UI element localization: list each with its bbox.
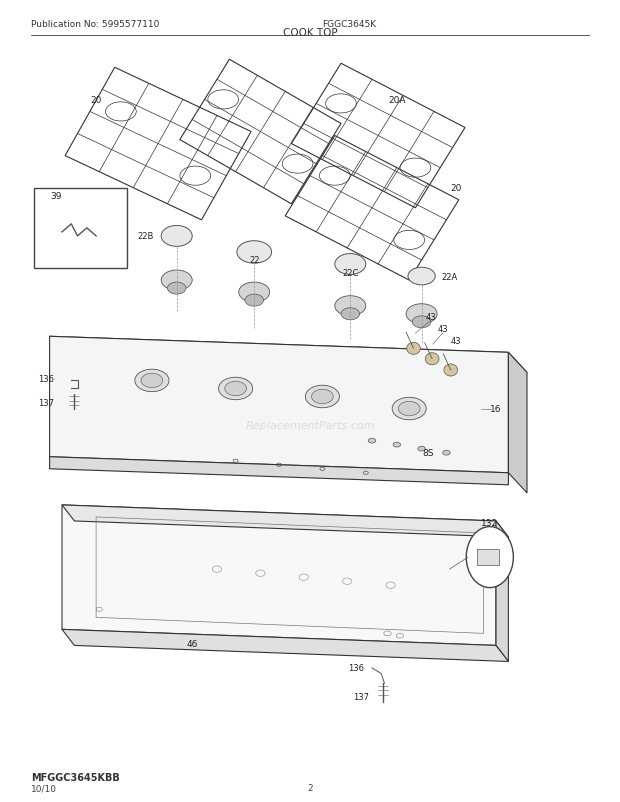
Ellipse shape [443,451,450,456]
Ellipse shape [245,294,264,306]
Text: 43: 43 [450,336,461,346]
Bar [477,549,499,565]
Ellipse shape [224,382,246,396]
Polygon shape [62,505,508,537]
Text: 136: 136 [38,375,55,384]
Polygon shape [50,337,527,373]
Text: 8S: 8S [422,448,433,458]
Ellipse shape [407,343,420,354]
Text: 22A: 22A [441,272,458,282]
Circle shape [466,527,513,588]
Ellipse shape [237,241,272,264]
Text: 39: 39 [50,192,61,201]
Ellipse shape [393,443,401,448]
Text: 22C: 22C [342,268,358,277]
Ellipse shape [161,270,192,291]
Text: 43: 43 [425,312,436,322]
Text: 22: 22 [249,256,259,265]
Polygon shape [50,457,508,485]
Polygon shape [62,630,508,662]
Polygon shape [496,521,508,662]
Ellipse shape [408,268,435,286]
Ellipse shape [311,390,334,404]
Ellipse shape [412,317,431,329]
Text: 137: 137 [38,399,55,408]
Text: 20: 20 [91,95,102,105]
Text: 16: 16 [490,404,502,414]
Ellipse shape [335,296,366,317]
Polygon shape [50,337,508,473]
Text: COOK TOP: COOK TOP [283,28,337,38]
Text: 136: 136 [348,662,365,672]
Ellipse shape [239,283,270,303]
Ellipse shape [399,402,420,416]
Text: 10/10: 10/10 [31,784,57,792]
Ellipse shape [406,304,437,324]
Ellipse shape [444,364,458,376]
Ellipse shape [135,370,169,392]
Ellipse shape [306,386,340,408]
Polygon shape [508,353,527,493]
Ellipse shape [141,374,162,388]
Ellipse shape [167,282,186,294]
Polygon shape [62,505,496,646]
Text: FGGC3645K: FGGC3645K [322,20,376,29]
Ellipse shape [161,226,192,247]
FancyBboxPatch shape [34,188,127,269]
Ellipse shape [425,353,439,366]
Text: 2: 2 [307,784,313,792]
Ellipse shape [368,439,376,444]
Ellipse shape [392,398,427,420]
Text: MFGGC3645KBB: MFGGC3645KBB [31,772,120,782]
Text: 20A: 20A [388,95,405,105]
Text: 43: 43 [438,324,449,334]
Ellipse shape [335,254,366,275]
Text: 137: 137 [353,691,369,701]
Text: Publication No: 5995577110: Publication No: 5995577110 [31,20,159,29]
Text: 20: 20 [450,184,461,193]
Text: 22B: 22B [138,232,154,241]
Ellipse shape [218,378,253,400]
Text: 46: 46 [187,638,198,648]
Ellipse shape [418,447,425,452]
Text: 132: 132 [481,518,498,528]
Ellipse shape [341,308,360,320]
Text: ReplacementParts.com: ReplacementParts.com [246,420,374,430]
